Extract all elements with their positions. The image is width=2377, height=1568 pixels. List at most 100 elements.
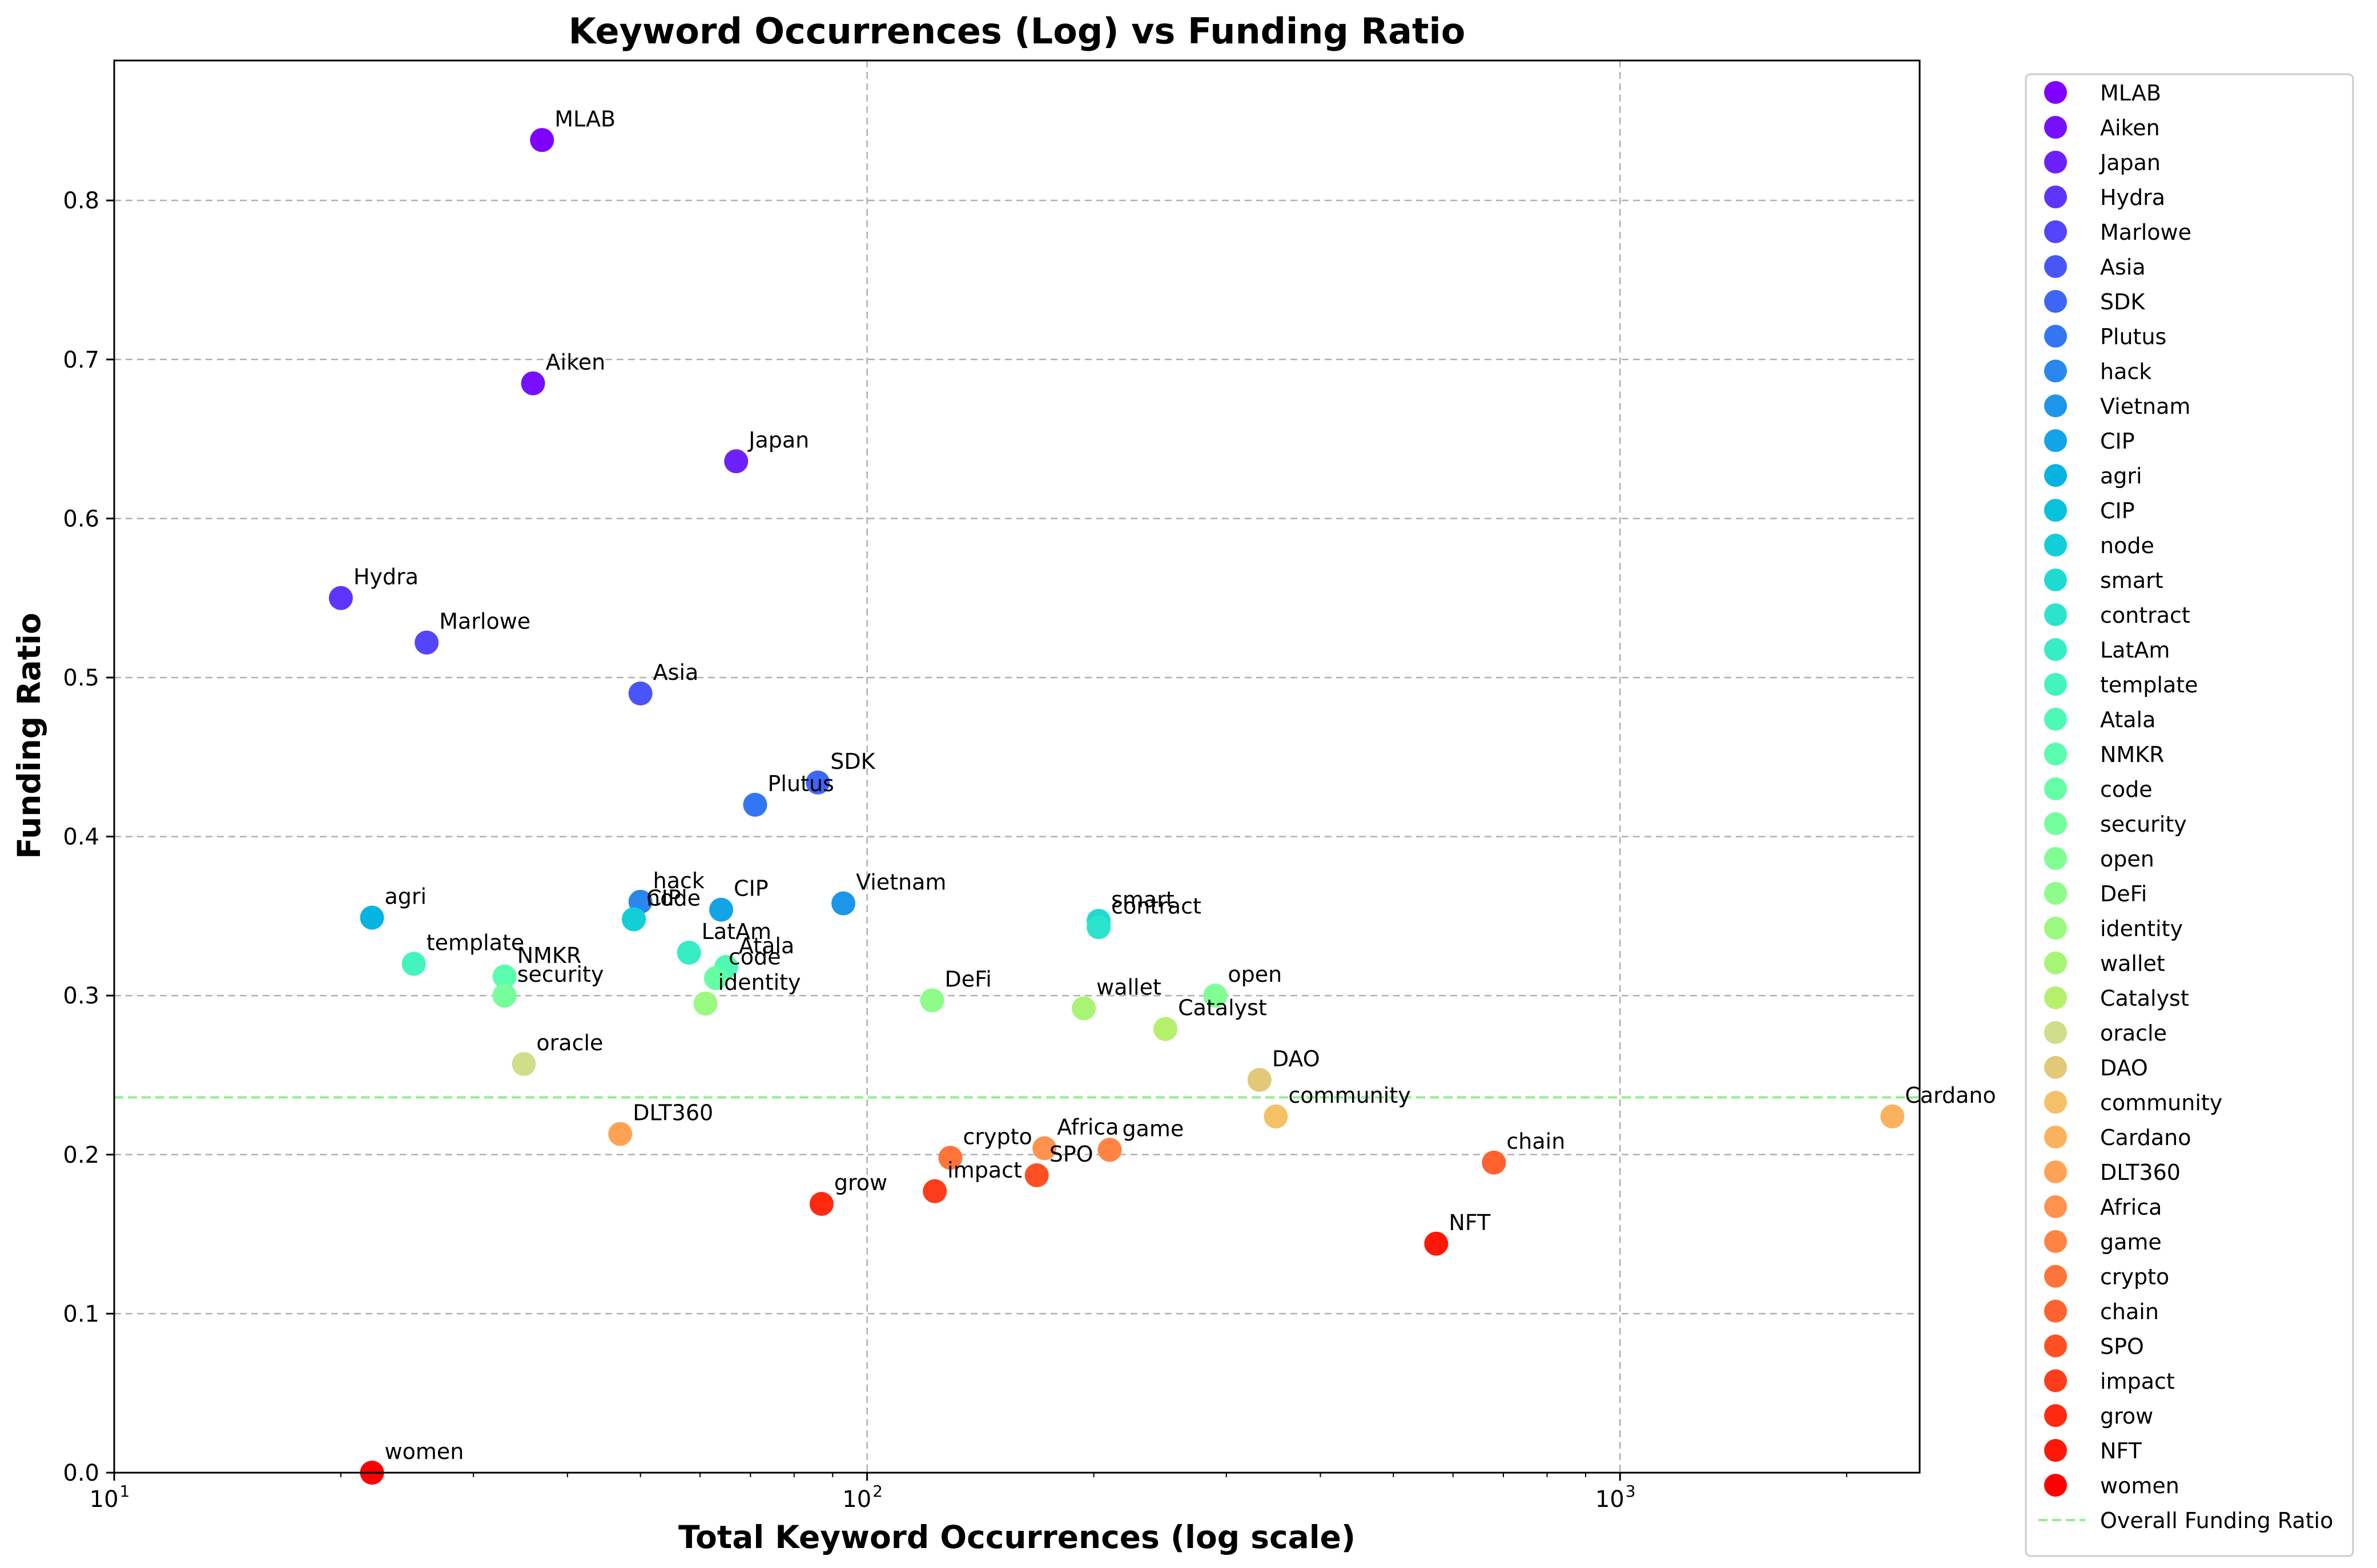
legend-label-node: node <box>2100 533 2154 558</box>
point-label-latam: LatAm <box>702 919 771 944</box>
legend-label-vietnam: Vietnam <box>2100 394 2190 419</box>
data-point-chain <box>1482 1150 1506 1175</box>
legend-marker-wallet <box>2044 952 2067 974</box>
data-point-agri <box>360 905 384 930</box>
data-point-open <box>1203 983 1228 1008</box>
point-label-vietnam: Vietnam <box>856 870 946 895</box>
legend-label-wallet: wallet <box>2100 951 2165 976</box>
point-label-grow: grow <box>834 1170 887 1195</box>
legend-marker-catalyst <box>2044 986 2067 1009</box>
legend-label-open: open <box>2100 847 2154 872</box>
point-label-atala: Atala <box>739 933 794 958</box>
point-label-africa: Africa <box>1057 1115 1119 1140</box>
data-point-community <box>1264 1104 1288 1128</box>
data-point-japan <box>724 449 749 474</box>
data-point-dao <box>1247 1067 1272 1092</box>
legend-label-dao: DAO <box>2100 1055 2148 1081</box>
legend-marker-code <box>2044 777 2067 800</box>
point-label-asia: Asia <box>653 660 699 685</box>
legend-marker-chain <box>2044 1300 2067 1323</box>
legend-marker-cardano <box>2044 1126 2067 1148</box>
data-point-sdk <box>806 770 830 795</box>
legend-label-grow: grow <box>2100 1404 2153 1429</box>
point-label-crypto: crypto <box>963 1124 1032 1149</box>
point-label-wallet: wallet <box>1096 974 1161 999</box>
point-label-template: template <box>427 930 525 955</box>
y-tick-label: 0.8 <box>63 188 99 214</box>
legend-label-spo: SPO <box>2100 1334 2144 1359</box>
legend-label-plutus: Plutus <box>2100 324 2166 349</box>
legend-marker-sdk <box>2044 290 2067 313</box>
point-label-security: security <box>517 962 604 987</box>
x-tick-exponent: 2 <box>872 1482 883 1501</box>
data-point-identity <box>693 991 718 1016</box>
legend-marker-hack <box>2044 360 2067 382</box>
data-point-oracle <box>512 1051 536 1076</box>
point-label-dlt360: DLT360 <box>633 1101 713 1126</box>
point-label-marlowe: Marlowe <box>439 609 530 634</box>
data-point-template <box>401 952 426 976</box>
point-label-aiken: Aiken <box>546 350 606 375</box>
data-point-spo <box>1024 1163 1049 1188</box>
data-point-latam <box>677 940 701 965</box>
x-tick-exponent: 3 <box>1626 1482 1636 1501</box>
legend-marker-node <box>2044 534 2067 557</box>
y-tick-label: 0.0 <box>63 1460 99 1486</box>
legend-marker-hydra <box>2044 186 2067 208</box>
point-label-oracle: oracle <box>536 1030 603 1055</box>
data-point-marlowe <box>415 630 439 655</box>
legend-label-chain: chain <box>2100 1299 2159 1324</box>
legend-marker-cip <box>2044 429 2067 452</box>
data-point-contract <box>1087 915 1111 940</box>
legend-items: MLAB Aiken Japan Hydra Marlowe Asia SDK Plutus h… <box>2038 80 2333 1533</box>
point-label-identity: identity <box>718 970 801 995</box>
data-point-defi <box>920 988 944 1013</box>
point-label-hack: hack <box>653 868 705 893</box>
data-point-africa <box>1032 1136 1057 1160</box>
legend-label-cip: CIP <box>2100 429 2135 454</box>
y-tick-label: 0.7 <box>63 347 99 373</box>
data-point-cip <box>709 897 734 922</box>
legend-label-cardano: Cardano <box>2100 1125 2191 1150</box>
y-axis-label: Funding Ratio <box>11 612 47 858</box>
legend-marker-dlt360 <box>2044 1160 2067 1183</box>
point-label-cardano: Cardano <box>1905 1083 1996 1108</box>
legend-label-nft: NFT <box>2100 1438 2142 1464</box>
legend-marker-vietnam <box>2044 394 2067 417</box>
legend: MLAB Aiken Japan Hydra Marlowe Asia SDK Plutus h… <box>2025 73 2354 1557</box>
legend-label-impact: impact <box>2100 1369 2175 1394</box>
legend-marker-game <box>2044 1230 2067 1253</box>
point-label-agri: agri <box>385 884 427 909</box>
point-label-women: women <box>385 1439 464 1464</box>
legend-marker-cip <box>2044 499 2067 522</box>
legend-marker-community <box>2044 1091 2067 1114</box>
point-label-spo: SPO <box>1049 1142 1093 1167</box>
data-point-code <box>704 966 729 990</box>
legend-label-crypto: crypto <box>2100 1264 2169 1289</box>
data-point-wallet <box>1072 996 1096 1021</box>
point-label-defi: DeFi <box>945 967 992 992</box>
data-point-nft <box>1424 1231 1449 1256</box>
legend-marker-nmkr <box>2044 743 2067 765</box>
legend-label-smart: smart <box>2100 568 2163 593</box>
data-point-crypto <box>938 1146 963 1170</box>
legend-label-template: template <box>2100 672 2198 698</box>
legend-marker-japan <box>2044 151 2067 174</box>
legend-marker-agri <box>2044 464 2067 487</box>
legend-marker-marlowe <box>2044 220 2067 243</box>
legend-marker-grow <box>2044 1404 2067 1427</box>
legend-label-hydra: Hydra <box>2100 185 2165 210</box>
legend-marker-security <box>2044 812 2067 835</box>
point-label-sdk: SDK <box>830 749 875 774</box>
y-tick-label: 0.2 <box>63 1142 99 1168</box>
data-point-vietnam <box>831 891 856 916</box>
legend-label-defi: DeFi <box>2100 881 2147 906</box>
point-label-catalyst: Catalyst <box>1178 995 1267 1021</box>
data-point-nmkr <box>492 964 517 989</box>
legend-label-marlowe: Marlowe <box>2100 220 2191 245</box>
point-label-dao: DAO <box>1272 1046 1320 1071</box>
legend-marker-spo <box>2044 1335 2067 1357</box>
legend-marker-atala <box>2044 708 2067 731</box>
data-point-cardano <box>1880 1104 1905 1128</box>
x-tick-exponent: 1 <box>120 1482 130 1501</box>
